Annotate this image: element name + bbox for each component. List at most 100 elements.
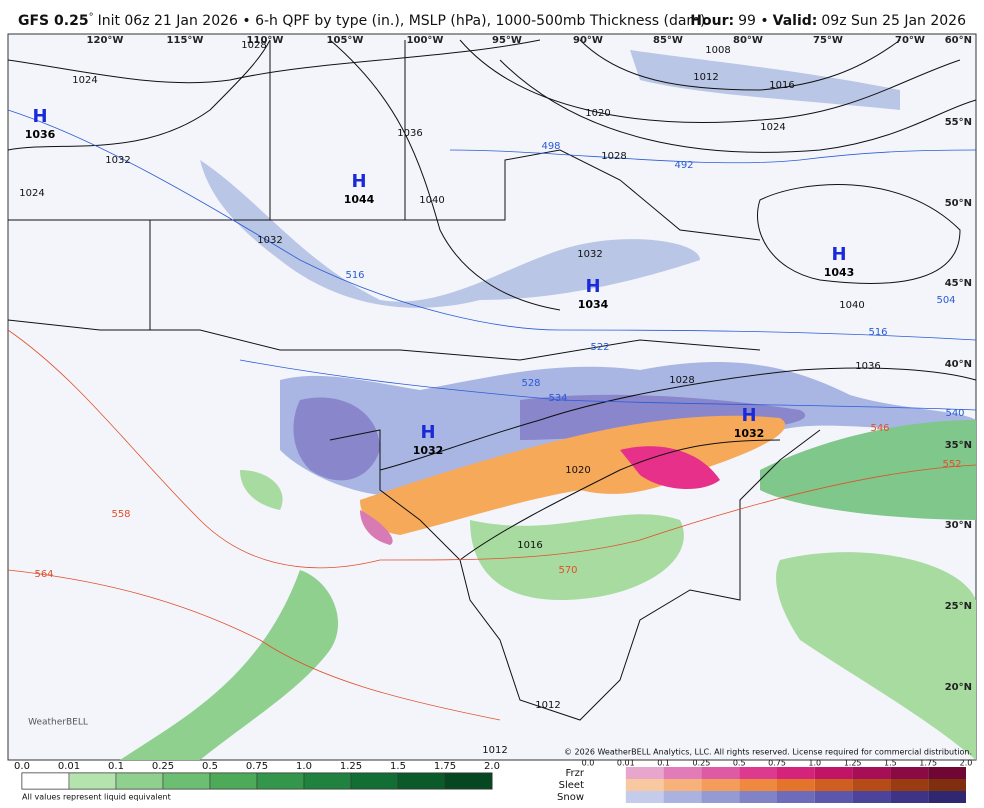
type-label: Snow [557, 792, 584, 803]
type-tick: 0.0 [582, 759, 595, 768]
rain-tick: 0.75 [246, 761, 268, 772]
footnote: All values represent liquid equivalent [22, 793, 171, 802]
type-swatch [852, 791, 891, 803]
isobar-label: 1024 [760, 122, 785, 133]
lon-label: 105°W [327, 35, 364, 46]
type-swatch [814, 779, 853, 791]
type-swatch [625, 767, 664, 779]
lon-label: 90°W [573, 35, 603, 46]
type-label: Frzr [566, 768, 585, 779]
isobar-label: 1032 [257, 235, 282, 246]
high-pressure: 1043 [824, 266, 855, 279]
type-swatch [814, 767, 853, 779]
header-model: GFS 0.25 [18, 13, 89, 29]
isobar-label: 1024 [72, 75, 97, 86]
type-tick: 0.1 [657, 759, 670, 768]
rain-swatch [444, 772, 493, 790]
type-swatch [890, 791, 929, 803]
isobar-label: 1028 [669, 375, 694, 386]
isobar-label: 1036 [397, 128, 422, 139]
thickness-lines-red [7, 329, 977, 721]
isobar-label: 1032 [577, 249, 602, 260]
rain-tick: 2.0 [484, 761, 500, 772]
high-marker: H [741, 405, 756, 426]
thickness-label: 522 [590, 342, 609, 353]
lat-label: 50°N [945, 198, 972, 209]
rain-swatch [209, 772, 258, 790]
high-pressure: 1032 [413, 444, 444, 457]
lon-label: 80°W [733, 35, 763, 46]
type-swatch [890, 779, 929, 791]
lat-label: 40°N [945, 359, 972, 370]
isobar-label: 1020 [585, 108, 610, 119]
isobar-label: 1012 [482, 745, 507, 756]
high-marker: H [831, 244, 846, 265]
thickness-label: 564 [34, 569, 53, 580]
lon-label: 85°W [653, 35, 683, 46]
thickness-label: 534 [548, 393, 567, 404]
type-swatch [777, 791, 815, 803]
isobar-label: 1028 [601, 151, 626, 162]
thickness-label: 540 [945, 408, 964, 419]
lon-label: 100°W [407, 35, 444, 46]
type-swatch [777, 779, 815, 791]
rain-tick: 0.5 [202, 761, 218, 772]
isobar-label: 1016 [769, 80, 794, 91]
lat-label: 25°N [945, 601, 972, 612]
type-swatch [928, 779, 966, 791]
lon-label: 115°W [167, 35, 204, 46]
copyright: © 2026 WeatherBELL Analytics, LLC. All r… [564, 748, 972, 757]
rain-tick: 0.1 [108, 761, 124, 772]
header-valid_label: Valid: [773, 13, 818, 29]
lat-label: 35°N [945, 440, 972, 451]
header-hour_label: Hour: [690, 13, 734, 29]
rain-tick: 1.75 [434, 761, 456, 772]
type-swatch [777, 767, 815, 779]
type-swatch [928, 767, 966, 779]
isobar-label: 1012 [535, 700, 560, 711]
type-label: Sleet [559, 780, 584, 791]
rain-swatch [21, 772, 70, 790]
type-swatch [701, 791, 740, 803]
header-degree: ° [89, 12, 94, 23]
type-tick: 0.5 [733, 759, 746, 768]
type-tick: 2.0 [960, 759, 973, 768]
isobar-label: 1012 [693, 72, 718, 83]
type-swatch [852, 767, 891, 779]
header-valid: 09z Sun 25 Jan 2026 [821, 13, 966, 29]
rain-swatch [115, 772, 164, 790]
lat-label: 30°N [945, 520, 972, 531]
thickness-label: 516 [345, 270, 364, 281]
thickness-label: 492 [674, 160, 693, 171]
header-title: Init 06z 21 Jan 2026 • 6-h QPF by type (… [98, 13, 706, 29]
type-swatch [701, 767, 740, 779]
precip [120, 50, 976, 760]
lon-label: 95°W [492, 35, 522, 46]
isobar-label: 1020 [565, 465, 590, 476]
thickness-lines [7, 109, 977, 411]
type-swatch [814, 791, 853, 803]
rain-swatch [303, 772, 352, 790]
isobar-label: 1016 [517, 540, 542, 551]
high-marker: H [420, 422, 435, 443]
thickness-label: 570 [558, 565, 577, 576]
isobar-label: 1040 [839, 300, 864, 311]
type-tick: 1.75 [919, 759, 937, 768]
type-swatch [625, 779, 664, 791]
header-right: Hour: 99 • Valid: 09z Sun 25 Jan 2026 [690, 13, 966, 29]
isobar-label: 1028 [241, 40, 266, 51]
type-tick: 1.25 [844, 759, 862, 768]
type-swatch [928, 791, 966, 803]
thickness-label: 504 [936, 295, 955, 306]
map-lines [7, 39, 977, 721]
rain-tick: 1.25 [340, 761, 362, 772]
high-pressure: 1032 [734, 427, 765, 440]
lon-label: 110°W [247, 35, 284, 46]
lat-label: 20°N [945, 682, 972, 693]
high-marker: H [585, 276, 600, 297]
type-swatch [739, 779, 777, 791]
high-marker: H [351, 171, 366, 192]
high-pressure: 1044 [344, 193, 375, 206]
rain-tick: 1.0 [296, 761, 312, 772]
